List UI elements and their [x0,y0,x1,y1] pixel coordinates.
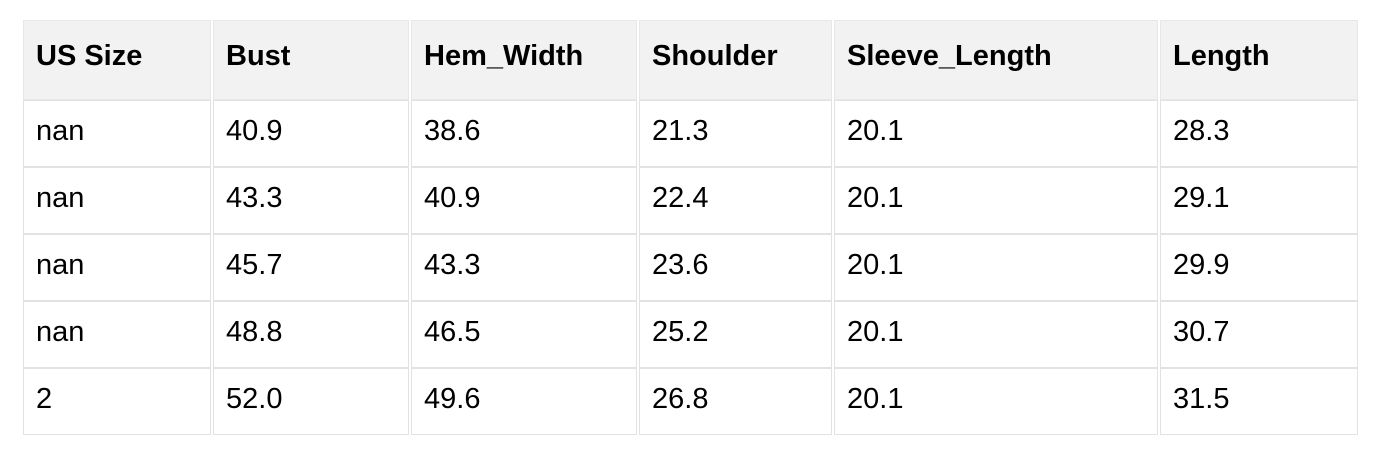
table-cell: 28.3 [1160,100,1358,167]
table-row: nan 48.8 46.5 25.2 20.1 30.7 [23,301,1358,368]
table-cell: 20.1 [834,234,1158,301]
table-row: nan 40.9 38.6 21.3 20.1 28.3 [23,100,1358,167]
column-header-sleeve-length: Sleeve_Length [834,20,1158,100]
table-cell: nan [23,234,211,301]
header-row: US Size Bust Hem_Width Shoulder Sleeve_L… [23,20,1358,100]
table-cell: 22.4 [639,167,832,234]
table-cell: 23.6 [639,234,832,301]
table-cell: 29.9 [1160,234,1358,301]
table-cell: 20.1 [834,368,1158,435]
table-cell: 48.8 [213,301,409,368]
table-cell: 26.8 [639,368,832,435]
table-cell: 21.3 [639,100,832,167]
column-header-shoulder: Shoulder [639,20,832,100]
table-cell: 52.0 [213,368,409,435]
table-cell: 20.1 [834,301,1158,368]
table-cell: 43.3 [213,167,409,234]
table-cell: 43.3 [411,234,637,301]
table-cell: 40.9 [411,167,637,234]
size-chart-table: US Size Bust Hem_Width Shoulder Sleeve_L… [21,20,1360,435]
table-cell: 20.1 [834,167,1158,234]
table-row: nan 45.7 43.3 23.6 20.1 29.9 [23,234,1358,301]
table-cell: 45.7 [213,234,409,301]
column-header-us-size: US Size [23,20,211,100]
table-cell: 30.7 [1160,301,1358,368]
table-cell: nan [23,167,211,234]
table-cell: 25.2 [639,301,832,368]
column-header-length: Length [1160,20,1358,100]
table-row: nan 43.3 40.9 22.4 20.1 29.1 [23,167,1358,234]
table-cell: nan [23,100,211,167]
table-cell: 31.5 [1160,368,1358,435]
table-cell: 40.9 [213,100,409,167]
table-cell: nan [23,301,211,368]
table-row: 2 52.0 49.6 26.8 20.1 31.5 [23,368,1358,435]
table-cell: 49.6 [411,368,637,435]
table-cell: 2 [23,368,211,435]
table-cell: 46.5 [411,301,637,368]
table-cell: 29.1 [1160,167,1358,234]
column-header-hem-width: Hem_Width [411,20,637,100]
column-header-bust: Bust [213,20,409,100]
table-cell: 20.1 [834,100,1158,167]
table-cell: 38.6 [411,100,637,167]
